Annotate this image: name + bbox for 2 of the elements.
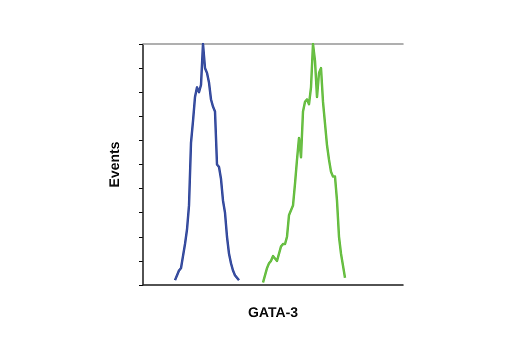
y-axis-title: Events (106, 141, 122, 188)
x-axis-title: GATA-3 (248, 304, 298, 320)
